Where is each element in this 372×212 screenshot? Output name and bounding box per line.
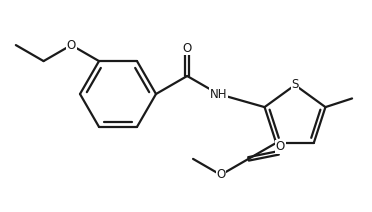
Text: O: O <box>216 168 225 181</box>
Text: S: S <box>291 78 299 92</box>
Text: O: O <box>67 39 76 52</box>
Text: NH: NH <box>209 88 227 100</box>
Text: O: O <box>276 140 285 153</box>
Text: O: O <box>183 42 192 54</box>
